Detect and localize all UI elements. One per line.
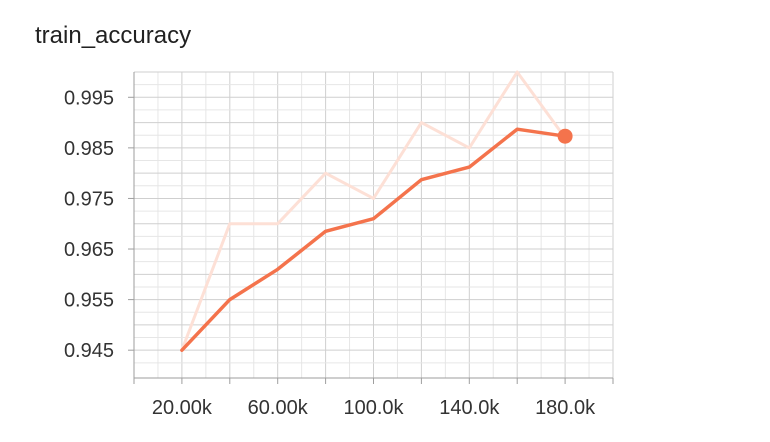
y-tick-label: 0.975 (64, 188, 114, 210)
x-tick-label: 60.00k (248, 397, 309, 419)
grid (134, 71, 614, 378)
y-tick-label: 0.985 (64, 138, 114, 160)
y-tick-label: 0.945 (64, 340, 114, 362)
y-tick-label: 0.995 (64, 87, 114, 109)
x-tick-label: 140.0k (439, 397, 500, 419)
smoothed-series-line (180, 127, 567, 352)
x-tick-label: 20.00k (152, 397, 213, 419)
x-tick-label: 180.0k (535, 397, 596, 419)
y-tick-label: 0.965 (64, 239, 114, 261)
raw-series-line (180, 70, 567, 352)
series (180, 70, 573, 352)
smoothed-series-end-point (557, 128, 573, 144)
axes (128, 72, 614, 384)
x-tick-label: 100.0k (343, 397, 404, 419)
y-tick-label: 0.955 (64, 290, 114, 312)
tick-labels: 20.00k 60.00k 100.0k 140.0k 180.0k 0.945 0.955… (64, 87, 596, 419)
chart-title: train_accuracy (35, 22, 192, 49)
